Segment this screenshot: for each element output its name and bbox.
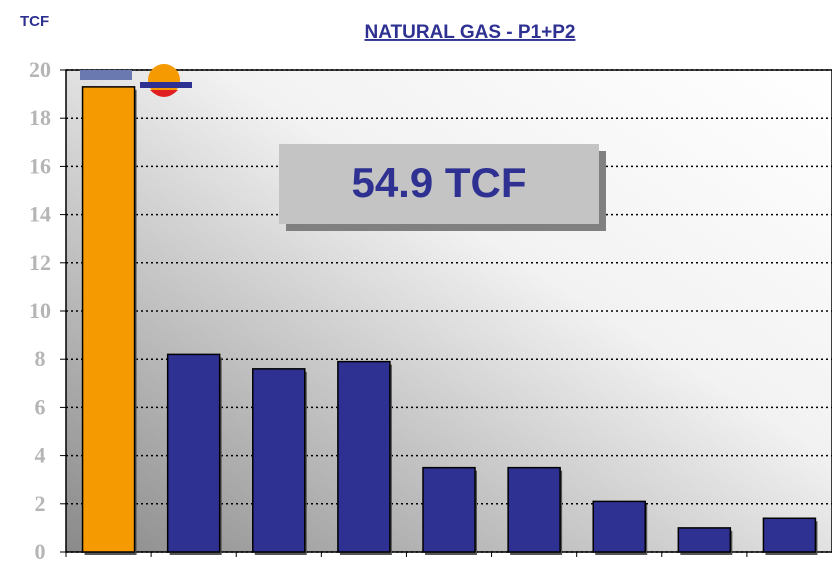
bar: [166, 353, 221, 553]
y-tick-label: 4: [35, 443, 46, 468]
y-tick-label: 10: [29, 298, 51, 323]
y-tick-label: 18: [29, 105, 51, 130]
y-tick-label: 20: [29, 57, 51, 82]
y-tick-label: 12: [29, 250, 51, 275]
bar: [677, 527, 732, 553]
logo-shape: [150, 90, 178, 97]
bar: [422, 466, 476, 553]
annotation-box: [279, 144, 599, 224]
bar: [337, 360, 391, 553]
y-tick-label: 0: [35, 539, 46, 564]
chart-title: NATURAL GAS - P1+P2: [365, 22, 576, 43]
bar: [81, 86, 136, 553]
logo-bar: [80, 70, 132, 80]
bar: [252, 368, 306, 553]
bars: [81, 86, 818, 556]
y-tick-label: 2: [35, 491, 46, 516]
logo: [80, 64, 192, 97]
logo-stripe: [140, 82, 192, 88]
bar: [762, 517, 817, 553]
y-tick-label: 8: [35, 346, 46, 371]
y-tick-label: 16: [29, 153, 51, 178]
y-tick-label: 6: [35, 394, 46, 419]
y-unit: TCF: [20, 13, 49, 30]
bar: [592, 500, 646, 553]
annotation: 54.9 TCF: [351, 159, 526, 206]
bar: [507, 466, 561, 553]
y-tick-label: 14: [29, 202, 51, 227]
